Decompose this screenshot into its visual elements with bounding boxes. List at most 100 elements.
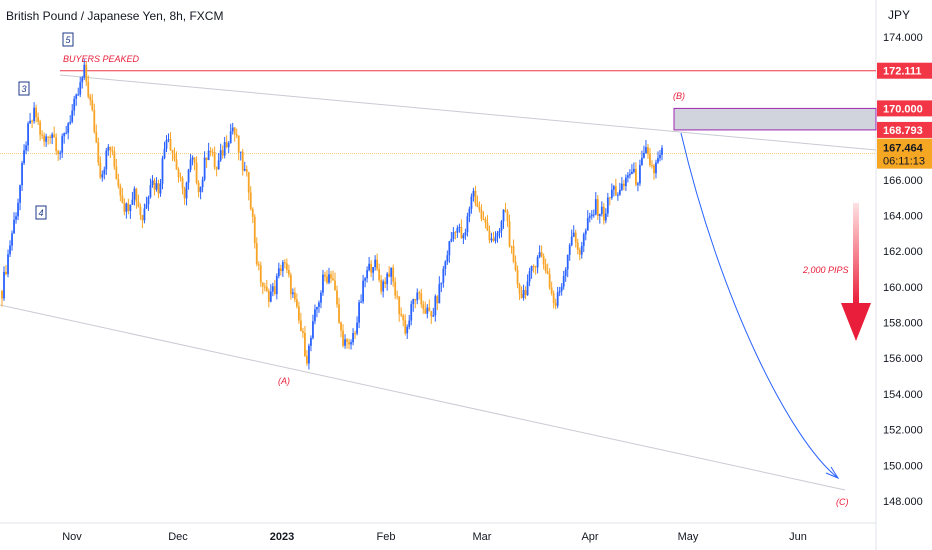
down-arrow-icon <box>841 203 871 341</box>
candle-body <box>476 203 479 207</box>
y-tick-label: 164.000 <box>883 210 923 222</box>
candle-body <box>197 182 200 193</box>
candle-body <box>49 136 52 138</box>
candle-body <box>596 199 599 217</box>
candle-body <box>588 216 591 218</box>
candle-body <box>123 202 126 212</box>
candle-body <box>291 292 294 295</box>
candle-body <box>348 341 350 345</box>
candle-body <box>608 197 611 199</box>
candle-body <box>227 143 230 148</box>
candle-body <box>237 135 240 153</box>
price-tag-text: 167.464 <box>883 143 924 155</box>
candle-body <box>45 136 48 142</box>
candle-body <box>137 201 140 207</box>
candle-body <box>452 232 455 239</box>
candle-body <box>546 271 549 274</box>
projection-curve <box>680 132 839 479</box>
candle-body <box>510 246 513 248</box>
candle-body <box>115 166 118 180</box>
candle-body <box>109 146 112 151</box>
candle-body <box>412 298 415 304</box>
candle-body <box>243 169 246 171</box>
candle-body <box>255 243 258 265</box>
candle-body <box>350 342 352 345</box>
candle-body <box>235 134 238 136</box>
candle-body <box>334 280 336 291</box>
candle-body <box>161 158 164 184</box>
candle-body <box>105 150 108 170</box>
candle-body <box>382 281 385 292</box>
candle-body <box>191 157 194 160</box>
candle-body <box>486 222 489 231</box>
candles <box>1 59 663 370</box>
y-tick-label: 166.000 <box>883 175 923 187</box>
candle-body <box>71 110 74 122</box>
candle-body <box>85 64 88 82</box>
candle-body <box>490 238 493 241</box>
candle-body <box>193 157 196 163</box>
y-tick-label: 156.000 <box>883 353 923 365</box>
candle-body <box>209 150 212 152</box>
candle-body <box>324 274 326 277</box>
candle-body <box>320 292 322 303</box>
candle-body <box>121 195 124 203</box>
candle-body <box>498 230 501 233</box>
candle-body <box>572 232 575 237</box>
candle-body <box>482 219 485 221</box>
candle-body <box>93 109 96 132</box>
channel-lower-line <box>0 304 846 491</box>
candle-body <box>314 309 316 322</box>
candle-body <box>265 286 268 291</box>
x-tick-label: May <box>678 531 699 543</box>
candle-body <box>580 245 583 255</box>
candle-body <box>442 268 445 283</box>
candle-body <box>37 117 40 122</box>
candle-body <box>578 249 581 255</box>
chart-title: British Pound / Japanese Yen, 8h, FXCM <box>6 9 224 23</box>
candle-body <box>438 284 441 304</box>
currency-unit: JPY <box>888 8 911 22</box>
candle-body <box>338 304 340 323</box>
candle-body <box>285 263 288 270</box>
candle-body <box>362 280 364 302</box>
candle-body <box>201 179 204 188</box>
candle-body <box>610 189 613 199</box>
candle-body <box>466 216 469 233</box>
candle-body <box>145 204 148 209</box>
candle-body <box>167 139 170 141</box>
candle-body <box>308 345 310 364</box>
candle-body <box>659 154 661 159</box>
candle-body <box>426 307 429 314</box>
x-tick-label: Dec <box>168 531 188 543</box>
candle-body <box>402 315 405 321</box>
candle-body <box>17 202 19 217</box>
candle-body <box>125 203 128 212</box>
countdown-text: 06:11:13 <box>883 156 925 168</box>
candle-body <box>516 269 519 285</box>
descending-channel <box>0 74 877 491</box>
candle-body <box>269 291 272 302</box>
candle-body <box>129 204 132 212</box>
candle-body <box>574 232 577 243</box>
candle-body <box>59 152 62 154</box>
candle-body <box>293 292 296 300</box>
candle-body <box>47 136 50 138</box>
candle-body <box>474 190 477 204</box>
candle-body <box>628 173 631 176</box>
candle-body <box>631 171 633 174</box>
candle-body <box>175 159 178 170</box>
candle-body <box>119 185 122 196</box>
candle-body <box>163 148 166 159</box>
candle-body <box>312 321 314 338</box>
candle-body <box>97 142 100 163</box>
candle-body <box>645 147 647 153</box>
candle-body <box>13 219 15 234</box>
wave-b-label: (B) <box>673 91 685 101</box>
candle-body <box>594 199 597 215</box>
candle-body <box>111 150 114 152</box>
candle-body <box>259 265 262 283</box>
candle-body <box>424 309 427 314</box>
price-tag-text: 168.793 <box>883 125 923 137</box>
